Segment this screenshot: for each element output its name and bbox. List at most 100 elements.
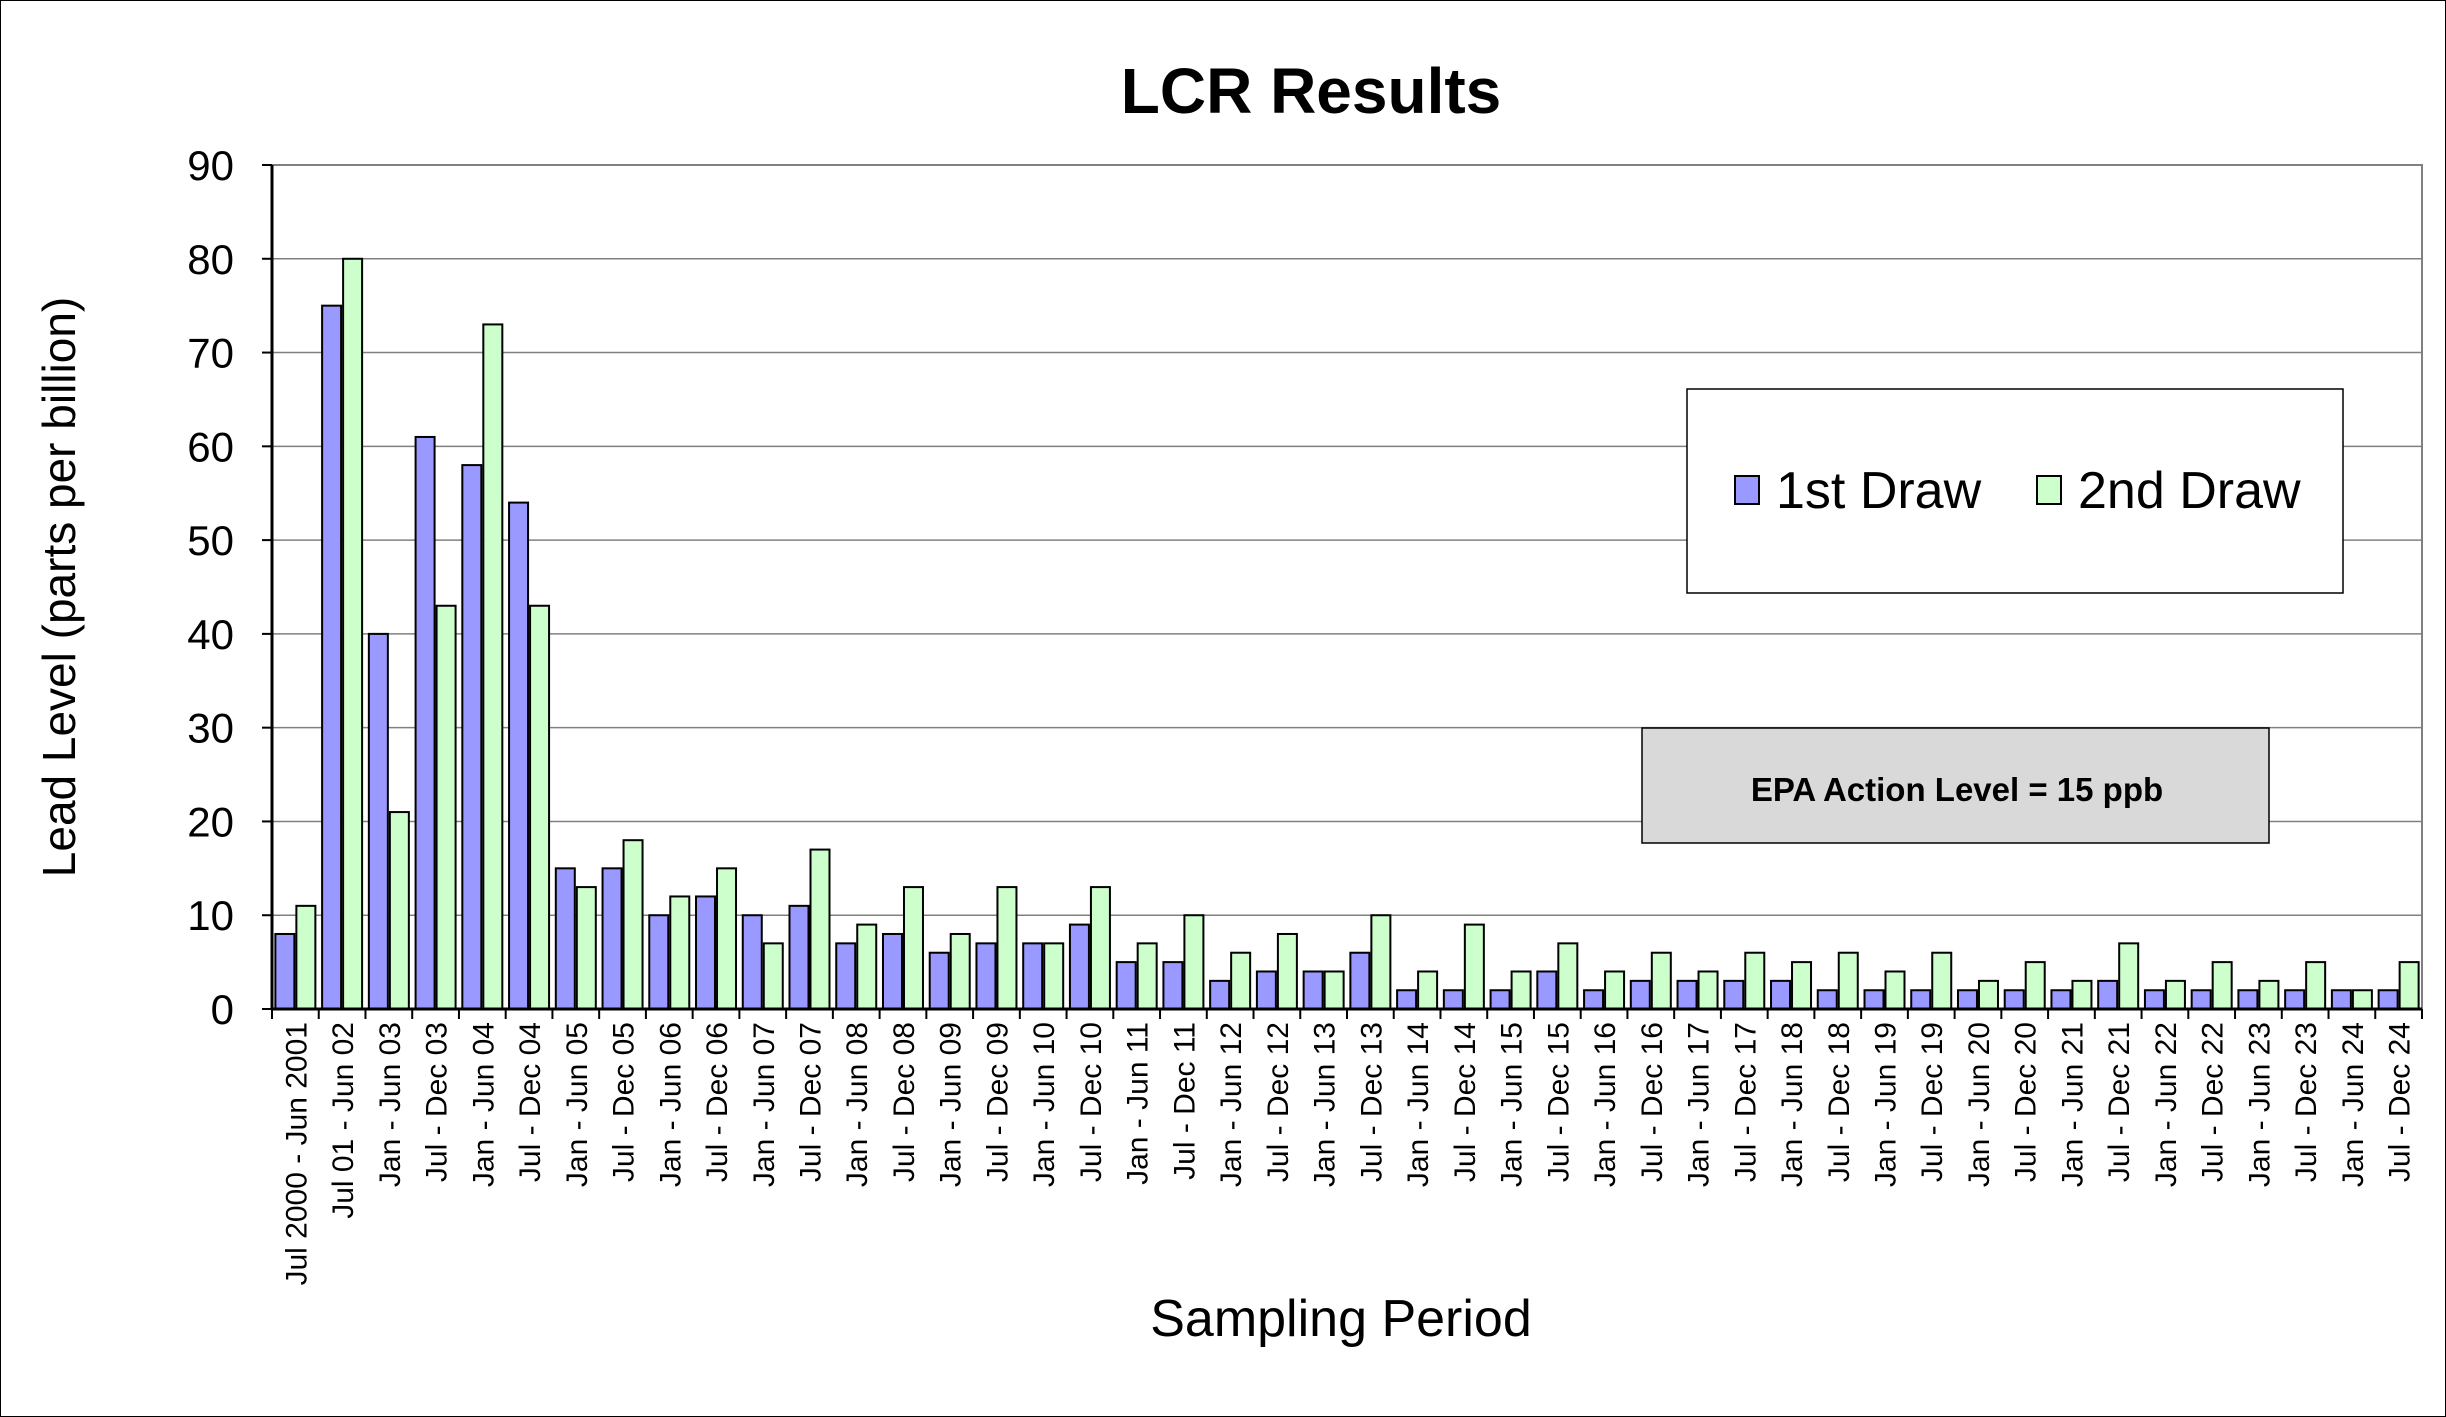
x-tick-label: Jul - Dec 22 [2197,1022,2230,1182]
x-tick-label: Jul - Dec 24 [2384,1022,2417,1182]
x-tick-label: Jul - Dec 09 [981,1022,1014,1182]
bar-1st-draw [1349,951,1371,1011]
x-tick-label: Jan - Jun 03 [374,1022,407,1187]
x-tick-label: Jul - Dec 11 [1168,1022,1201,1180]
bar-1st-draw [1676,979,1698,1010]
x-tick-label: Jan - Jun 16 [1589,1022,1622,1187]
bar-2nd-draw [575,886,597,1010]
bar-2nd-draw [1463,923,1485,1010]
bar-1st-draw [2330,989,2352,1011]
bar-1st-draw [1910,989,1932,1011]
bar-2nd-draw [1230,951,1252,1011]
y-tick-label: 10 [187,892,234,939]
x-tick-label: Jul - Dec 21 [2103,1022,2136,1182]
bar-2nd-draw [1557,942,1579,1010]
bar-1st-draw [2097,979,2119,1010]
bar-2nd-draw [435,604,457,1010]
x-tick-label: Jan - Jun 22 [2150,1022,2183,1187]
bar-1st-draw [1162,961,1184,1010]
x-tick-label: Jan - Jun 09 [935,1022,968,1187]
bar-1st-draw [1956,989,1978,1011]
y-tick-label: 20 [187,798,234,845]
y-tick-label: 60 [187,423,234,470]
bar-2nd-draw [482,323,504,1010]
bar-2nd-draw [809,848,831,1010]
legend: 1st Draw 2nd Draw [1686,388,2344,594]
x-tick-label: Jan - Jun 04 [467,1022,500,1187]
bar-2nd-draw [1323,970,1345,1011]
x-tick-label: Jan - Jun 06 [654,1022,687,1187]
bar-2nd-draw [1977,979,1999,1010]
x-tick-label: Jan - Jun 14 [1402,1022,1435,1187]
legend-label-2nd-draw: 2nd Draw [2078,462,2301,520]
x-tick-label: Jul - Dec 14 [1449,1022,1482,1182]
x-tick-label: Jan - Jun 10 [1028,1022,1061,1187]
bar-2nd-draw [2305,961,2327,1010]
chart-title: LCR Results [1121,55,1502,127]
bar-1st-draw [414,435,436,1010]
annotation-epa: EPA Action Level = 15 ppb [1641,727,2270,844]
bar-1st-draw [695,895,717,1011]
bar-1st-draw [2143,989,2165,1011]
bar-1st-draw [648,914,670,1011]
bar-1st-draw [1629,979,1651,1010]
bar-2nd-draw [2351,989,2373,1011]
x-tick-label: Jul - Dec 08 [888,1022,921,1182]
bar-1st-draw [881,932,903,1011]
y-tick-label: 0 [211,986,234,1033]
bar-1st-draw [554,867,576,1010]
y-tick-label: 30 [187,705,234,752]
x-axis-label: Sampling Period [1150,1290,1532,1348]
x-tick-label: Jul 2000 - Jun 2001 [280,1022,313,1286]
bar-2nd-draw [342,257,364,1010]
x-tick-label: Jul - Dec 05 [608,1022,641,1182]
bar-2nd-draw [996,886,1018,1010]
x-tick-label: Jul - Dec 07 [795,1022,828,1182]
bar-2nd-draw [2164,979,2186,1010]
bar-1st-draw [461,464,483,1011]
x-tick-label: Jul - Dec 03 [421,1022,454,1182]
bar-2nd-draw [856,923,878,1010]
x-tick-label: Jul 01 - Jun 02 [327,1022,360,1219]
bar-1st-draw [367,632,389,1011]
x-tick-label: Jan - Jun 08 [841,1022,874,1187]
bar-2nd-draw [2398,961,2420,1010]
bar-1st-draw [1816,989,1838,1011]
bar-1st-draw [274,932,296,1011]
bar-2nd-draw [1043,942,1065,1010]
bar-1st-draw [1489,989,1511,1011]
x-tick-label: Jan - Jun 20 [1963,1022,1996,1187]
bar-2nd-draw [2211,961,2233,1010]
bar-2nd-draw [1136,942,1158,1010]
bar-2nd-draw [388,811,410,1010]
x-tick-label: Jan - Jun 18 [1776,1022,1809,1187]
bar-2nd-draw [1089,886,1111,1010]
bar-2nd-draw [1744,951,1766,1011]
y-tick-label: 40 [187,611,234,658]
x-tick-label: Jul - Dec 06 [701,1022,734,1182]
bar-2nd-draw [902,886,924,1010]
bar-1st-draw [2190,989,2212,1011]
bar-1st-draw [1863,989,1885,1011]
bar-1st-draw [1022,942,1044,1010]
y-tick-label: 90 [187,142,234,189]
x-tick-label: Jul - Dec 23 [2290,1022,2323,1182]
bar-1st-draw [2050,989,2072,1011]
x-tick-label: Jul - Dec 13 [1355,1022,1388,1182]
x-tick-label: Jan - Jun 11 [1122,1022,1155,1185]
bar-2nd-draw [1183,914,1205,1011]
x-tick-label: Jan - Jun 23 [2243,1022,2276,1187]
x-tick-label: Jan - Jun 05 [561,1022,594,1187]
bar-2nd-draw [1791,961,1813,1010]
x-tick-label: Jul - Dec 10 [1075,1022,1108,1182]
y-ticks: 0 10 20 30 40 50 60 70 80 90 [187,142,272,1033]
bar-2nd-draw [1417,970,1439,1011]
bar-1st-draw [928,951,950,1011]
bar-1st-draw [1396,989,1418,1011]
bar-2nd-draw [622,839,644,1011]
bar-2nd-draw [949,932,971,1011]
legend-swatch-2nd-draw [2036,475,2062,505]
y-tick-label: 80 [187,236,234,283]
bar-1st-draw [2003,989,2025,1011]
bar-1st-draw [835,942,857,1010]
